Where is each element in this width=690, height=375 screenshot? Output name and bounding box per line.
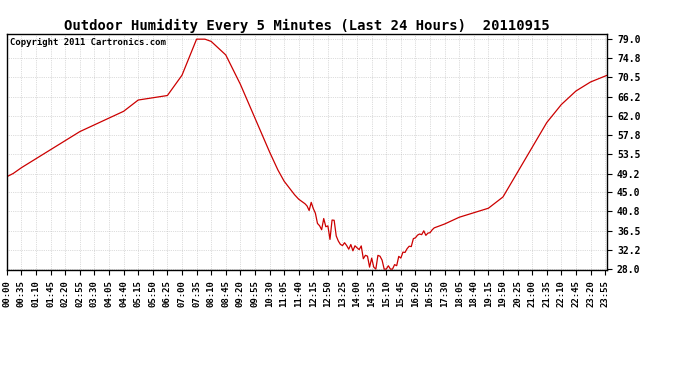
Text: Copyright 2011 Cartronics.com: Copyright 2011 Cartronics.com (10, 39, 166, 48)
Title: Outdoor Humidity Every 5 Minutes (Last 24 Hours)  20110915: Outdoor Humidity Every 5 Minutes (Last 2… (64, 18, 550, 33)
